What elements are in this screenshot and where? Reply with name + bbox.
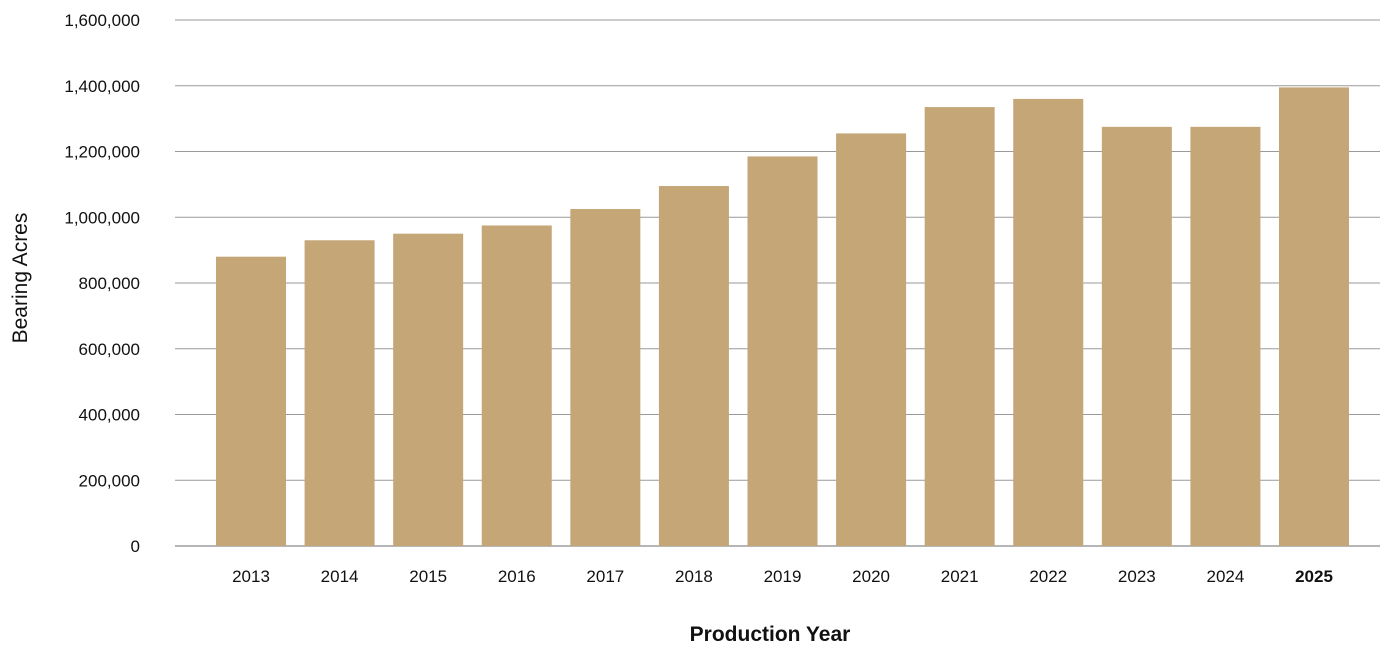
y-tick-label: 1,200,000: [64, 143, 140, 162]
x-tick-label: 2021: [941, 567, 979, 586]
x-tick-label: 2022: [1029, 567, 1067, 586]
bar-2013: [216, 256, 286, 546]
bar-2018: [658, 186, 729, 547]
bar-2015: [393, 233, 464, 546]
x-tick-label: 2018: [675, 567, 713, 586]
x-tick-label: 2020: [852, 567, 890, 586]
bar-2021: [924, 107, 995, 547]
x-tick-label: 2024: [1207, 567, 1245, 586]
x-tick-label: 2023: [1118, 567, 1156, 586]
bar-2014: [304, 240, 375, 546]
x-tick-label: 2025: [1295, 567, 1333, 586]
bar-2022: [1013, 98, 1084, 547]
y-tick-label: 400,000: [79, 406, 140, 425]
bar-2020: [836, 133, 907, 546]
x-axis-title: Production Year: [690, 623, 851, 646]
y-axis-title: Bearing Acres: [9, 213, 32, 344]
y-axis-tick-labels: 0 200,000 400,000 600,000 800,000 1,000,000 1,…: [64, 11, 140, 556]
bar-2025: [1279, 87, 1349, 547]
bar-2017: [570, 209, 641, 546]
x-tick-label: 2019: [764, 567, 802, 586]
x-tick-label: 2013: [232, 567, 270, 586]
y-tick-label: 1,600,000: [64, 11, 140, 30]
x-tick-label: 2014: [321, 567, 359, 586]
y-tick-label: 1,400,000: [64, 77, 140, 96]
y-tick-label: 1,000,000: [64, 208, 140, 227]
y-tick-label: 800,000: [79, 274, 140, 293]
bar-2019: [747, 156, 818, 546]
bar-2016: [481, 225, 552, 546]
bar-2023: [1101, 126, 1172, 546]
bars: [216, 87, 1349, 547]
x-tick-label: 2015: [409, 567, 447, 586]
y-tick-label: 600,000: [79, 340, 140, 359]
bar-2024: [1190, 126, 1261, 546]
y-tick-label: 0: [131, 537, 140, 556]
x-tick-label: 2016: [498, 567, 536, 586]
x-tick-label: 2017: [586, 567, 624, 586]
x-axis-tick-labels: 2013 2014 2015 2016 2017 2018 2019 2020 2021 2022…: [232, 567, 1333, 586]
y-tick-label: 200,000: [79, 471, 140, 490]
